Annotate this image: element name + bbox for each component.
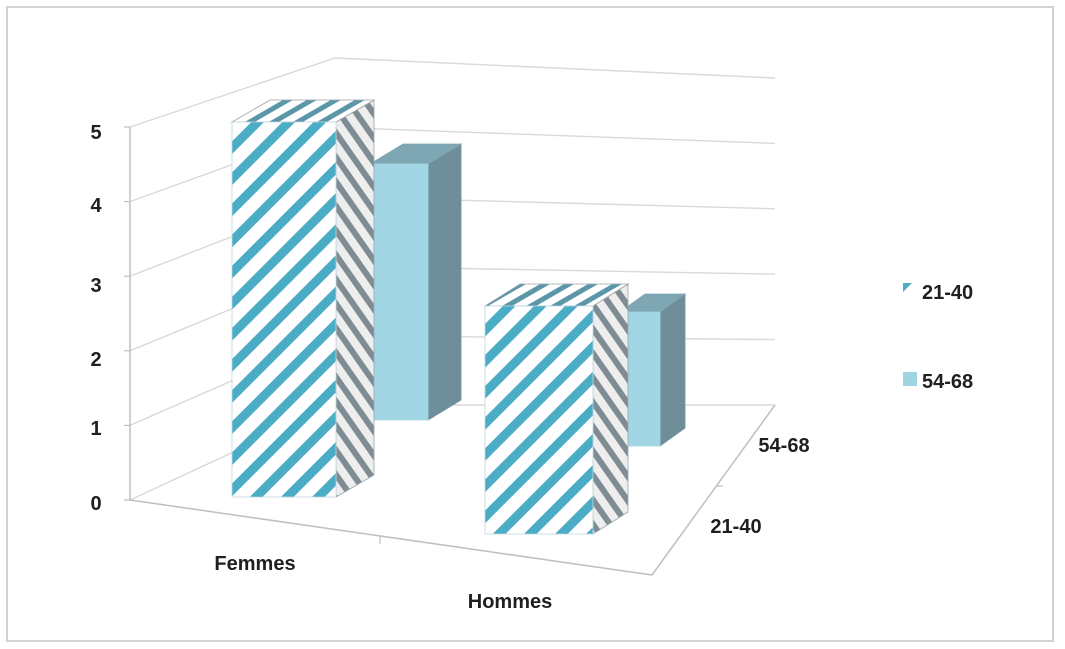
depth-tick-label-21-40: 21-40 (710, 516, 761, 538)
bar-femmes-21-40 (230, 99, 376, 498)
gridline-y-5 (129, 57, 776, 128)
depth-axis-line (651, 404, 776, 576)
y-tick-label-1: 1 (90, 418, 101, 440)
legend-label-21-40: 21-40 (922, 282, 973, 304)
bar-front-hommes-21-40 (484, 305, 594, 535)
bar-side-femmes-54-68 (427, 143, 462, 421)
legend-swatch-54-68 (903, 372, 917, 386)
tick-labels: 0 1 2 3 4 5 Femmes Hommes 21-40 54-68 (90, 122, 809, 613)
y-tick-label-3: 3 (90, 275, 101, 297)
bar-side-hommes-54-68 (659, 293, 686, 447)
bar-side-femmes-21-40 (335, 99, 375, 498)
bar-hommes-21-40 (483, 283, 630, 535)
y-tick-label-2: 2 (90, 349, 101, 371)
x-axis-line (129, 499, 653, 576)
legend-swatch-21-40 (903, 283, 917, 297)
depth-tick-label-54-68: 54-68 (758, 435, 809, 457)
bar-femmes-54-68 (368, 143, 463, 421)
bars (230, 99, 687, 535)
bar-front-femmes-21-40 (231, 121, 337, 498)
y-tick-label-5: 5 (90, 122, 101, 144)
bar-side-hommes-21-40 (592, 283, 629, 535)
y-tick-label-4: 4 (90, 195, 102, 217)
x-tick-label-femmes: Femmes (214, 553, 295, 575)
axes (124, 126, 776, 576)
bar-hommes-54-68 (618, 293, 687, 447)
y-tick-label-0: 0 (90, 493, 101, 515)
legend-item-21-40: 21-40 (903, 282, 973, 304)
legend-label-54-68: 54-68 (922, 371, 973, 393)
bar-front-femmes-54-68 (369, 163, 429, 421)
x-tick-label-hommes: Hommes (468, 591, 552, 613)
legend-item-54-68: 54-68 (903, 371, 973, 393)
legend: 21-40 54-68 (903, 282, 973, 393)
